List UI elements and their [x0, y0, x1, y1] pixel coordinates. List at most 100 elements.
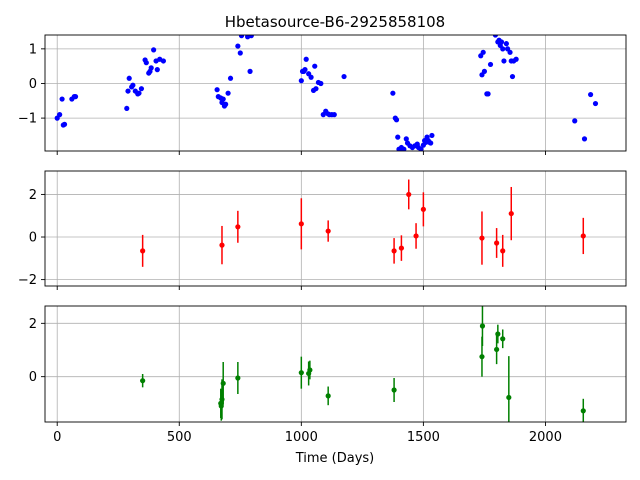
data-point	[481, 68, 488, 74]
data-point	[235, 375, 241, 381]
panel-3-axes: 0 500 1000 1500 2000 0 2	[29, 305, 627, 445]
data-point	[501, 58, 507, 64]
x-tick-label: 1000	[285, 430, 318, 445]
data-point	[413, 233, 419, 239]
data-point	[160, 58, 166, 64]
axes-frame	[44, 34, 627, 152]
data-point	[247, 68, 253, 74]
y-tick-label: 2	[29, 188, 37, 203]
data-point	[325, 228, 331, 234]
data-point	[136, 90, 142, 96]
data-point	[580, 408, 586, 414]
x-tick-label: 0	[53, 430, 61, 445]
y-tick-label: 1	[29, 42, 37, 57]
panel-3-grid	[45, 306, 626, 422]
data-point	[403, 136, 409, 142]
data-point	[588, 91, 594, 98]
data-point	[331, 112, 337, 118]
data-point	[237, 50, 243, 56]
y-tick-label: 2	[29, 317, 37, 332]
data-point	[592, 100, 599, 107]
data-point	[143, 60, 149, 66]
data-point	[495, 331, 501, 337]
data-point	[580, 233, 586, 239]
data-point	[130, 82, 136, 88]
data-point	[494, 346, 500, 353]
y-tick-label: −2	[18, 273, 37, 288]
data-point	[313, 86, 319, 92]
data-point	[500, 46, 506, 52]
data-point	[298, 78, 304, 84]
data-point	[219, 242, 225, 248]
data-point	[248, 35, 254, 39]
data-point	[220, 96, 226, 102]
data-point	[220, 380, 226, 386]
data-point	[307, 367, 313, 373]
data-point	[401, 146, 407, 151]
y-tick-label: 0	[29, 370, 37, 385]
data-point	[312, 63, 318, 69]
data-point	[500, 336, 506, 342]
data-point	[492, 35, 498, 38]
panel-2-axes: −2 0 2	[18, 170, 627, 290]
data-point	[126, 75, 132, 81]
panel-1: −1 0 1	[18, 34, 627, 155]
data-point	[393, 117, 400, 123]
data-point	[59, 96, 65, 102]
data-point	[485, 91, 491, 97]
data-point	[500, 248, 506, 254]
panel-2-marks	[140, 179, 586, 267]
data-point	[225, 90, 231, 96]
data-point	[140, 248, 146, 254]
data-point	[572, 118, 578, 124]
panel-2-grid	[45, 171, 626, 286]
data-point	[140, 378, 146, 384]
y-tick-label: 0	[29, 231, 37, 246]
x-tick-label: 2000	[529, 430, 562, 445]
data-point	[391, 387, 397, 393]
x-axis-label: Time (Days)	[295, 451, 375, 466]
data-point	[235, 43, 241, 49]
data-point	[487, 61, 494, 68]
data-point	[418, 146, 424, 151]
data-point	[508, 210, 514, 217]
panel-1-grid	[45, 35, 626, 151]
data-series	[54, 35, 599, 151]
data-point	[581, 136, 588, 142]
data-point	[298, 221, 304, 227]
data-point	[429, 132, 435, 139]
data-point	[235, 224, 241, 230]
data-point	[302, 67, 308, 73]
data-point	[506, 394, 512, 401]
x-tick-label: 500	[167, 430, 192, 445]
data-point	[479, 354, 485, 360]
data-point	[391, 248, 397, 254]
data-point	[151, 47, 157, 53]
panel-1-axes: −1 0 1	[18, 34, 627, 155]
data-point	[223, 101, 229, 107]
axes-frame	[44, 305, 627, 423]
data-point	[72, 94, 79, 100]
panel-3: 0 500 1000 1500 2000 0 2	[29, 305, 627, 445]
data-point	[494, 240, 500, 246]
data-point	[325, 393, 331, 399]
data-point	[154, 67, 160, 73]
panel-1-marks	[54, 35, 599, 151]
data-point	[298, 370, 304, 376]
data-point	[479, 235, 485, 241]
data-point	[398, 245, 405, 251]
data-point	[480, 49, 486, 55]
data-point	[479, 323, 486, 329]
data-point	[503, 41, 509, 47]
data-point	[318, 80, 324, 87]
data-point	[138, 86, 145, 92]
data-point	[227, 75, 234, 81]
data-point	[148, 65, 154, 71]
y-tick-label: 0	[29, 77, 37, 92]
data-point	[214, 87, 220, 93]
data-point	[303, 56, 309, 62]
data-point	[498, 39, 505, 45]
data-point	[125, 88, 131, 94]
